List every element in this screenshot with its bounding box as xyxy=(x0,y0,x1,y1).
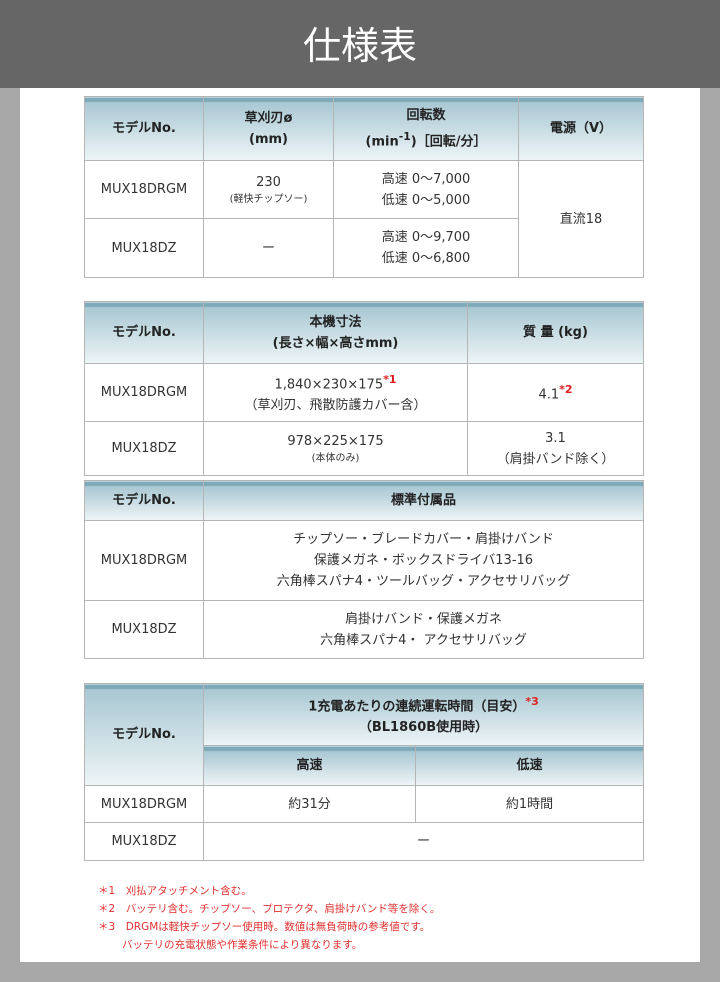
power-cell: 直流18 xyxy=(518,160,644,278)
table-row: MUX18DRGM 230 (軽快チップソー) 高速 0〜7,000 低速 0〜5,… xyxy=(84,160,644,278)
header-accessories: 標準付属品 xyxy=(203,480,644,521)
header-high-speed: 高速 xyxy=(203,745,416,786)
weight-cell: 3.1 （肩掛バンド除く） xyxy=(467,421,644,476)
header-runtime: 1充電あたりの連続運転時間（目安）*3 （BL1860B使用時） xyxy=(202,683,645,746)
header-power: 電源（V） xyxy=(518,96,644,161)
rpm-cell: 高速 0〜7,000 低速 0〜5,000 xyxy=(333,160,519,219)
spec-table-rotation: モデルNo. 草刈刃ø (mm) 回転数 (min-1)［回転/分］ 電源（V） M… xyxy=(84,96,644,278)
header-model: モデルNo. xyxy=(84,301,204,364)
footnote: ＊1 刈払アタッチメント含む。 xyxy=(98,885,252,897)
model-cell: MUX18DRGM xyxy=(84,520,204,601)
header-dimensions: 本機寸法 (長さ×幅×高さmm) xyxy=(203,301,468,364)
dimension-cell: 1,840×230×175*1 （草刈刃、飛散防護カバー含） xyxy=(203,363,468,422)
header-weight: 質 量 (kg) xyxy=(467,301,644,364)
model-cell: MUX18DRGM xyxy=(84,363,204,422)
runtime-cell: ー xyxy=(202,822,645,861)
model-cell: MUX18DZ xyxy=(84,822,204,861)
runtime-high-cell: 約31分 xyxy=(203,785,416,823)
header-model: モデルNo. xyxy=(84,683,204,786)
spec-table-dimensions: モデルNo. 本機寸法 (長さ×幅×高さmm) 質 量 (kg) MUX18DRG… xyxy=(84,301,644,476)
header-low-speed: 低速 xyxy=(414,745,645,786)
model-cell: MUX18DZ xyxy=(84,600,204,659)
weight-cell: 4.1*2 xyxy=(467,363,644,422)
table-row: MUX18DZ ー xyxy=(84,822,645,861)
header-model: モデルNo. xyxy=(84,96,204,161)
blade-cell: 230 (軽快チップソー) xyxy=(203,160,334,219)
footnotes: ＊1 刈払アタッチメント含む。 ＊2 バッテリ含む。チップソー、プロテクタ、肩掛… xyxy=(98,882,440,954)
blade-cell: ー xyxy=(203,218,334,278)
footnote: ＊2 バッテリ含む。チップソー、プロテクタ、肩掛けバンド等を除く。 xyxy=(98,903,441,915)
accessories-cell: チップソー・ブレードカバー・肩掛けバンド 保護メガネ・ボックスドライバ13-16 六… xyxy=(203,520,644,601)
header-model: モデルNo. xyxy=(84,480,204,521)
table-row: MUX18DZ 肩掛けバンド・保護メガネ 六角棒スパナ4・ アクセサリバッグ xyxy=(84,600,644,659)
footnote-continuation: バッテリの充電状態や作業条件により異なります。 xyxy=(122,939,363,951)
table-row: MUX18DRGM 1,840×230×175*1 （草刈刃、飛散防護カバー含） … xyxy=(84,363,644,422)
model-cell: MUX18DZ xyxy=(84,218,204,278)
spec-table-accessories: モデルNo. 標準付属品 MUX18DRGM チップソー・ブレードカバー・肩掛け… xyxy=(84,480,644,659)
table-row: MUX18DZ 978×225×175 (本体のみ) 3.1 （肩掛バンド除く） xyxy=(84,421,644,476)
runtime-low-cell: 約1時間 xyxy=(414,785,645,823)
table-row: MUX18DZ ー 高速 0〜9,700 低速 0〜6,800 xyxy=(84,218,644,278)
table-row: MUX18DRGM チップソー・ブレードカバー・肩掛けバンド 保護メガネ・ボックス… xyxy=(84,520,644,601)
accessories-cell: 肩掛けバンド・保護メガネ 六角棒スパナ4・ アクセサリバッグ xyxy=(203,600,644,659)
table-row: MUX18DRGM 約31分 約1時間 xyxy=(84,785,645,823)
spec-table-runtime: モデルNo. 1充電あたりの連続運転時間（目安）*3 （BL1860B使用時） 高… xyxy=(84,683,645,861)
model-cell: MUX18DRGM xyxy=(84,160,204,219)
header-rpm: 回転数 (min-1)［回転/分］ xyxy=(333,96,519,161)
model-cell: MUX18DZ xyxy=(84,421,204,476)
rpm-cell: 高速 0〜9,700 低速 0〜6,800 xyxy=(333,218,519,278)
page-title: 仕様表 xyxy=(0,0,720,88)
model-cell: MUX18DRGM xyxy=(84,785,204,823)
footnote: ＊3 DRGMは軽快チップソー使用時。数値は無負荷時の参考値です。 xyxy=(98,921,431,933)
header-blade: 草刈刃ø (mm) xyxy=(203,96,334,161)
dimension-cell: 978×225×175 (本体のみ) xyxy=(203,421,468,476)
